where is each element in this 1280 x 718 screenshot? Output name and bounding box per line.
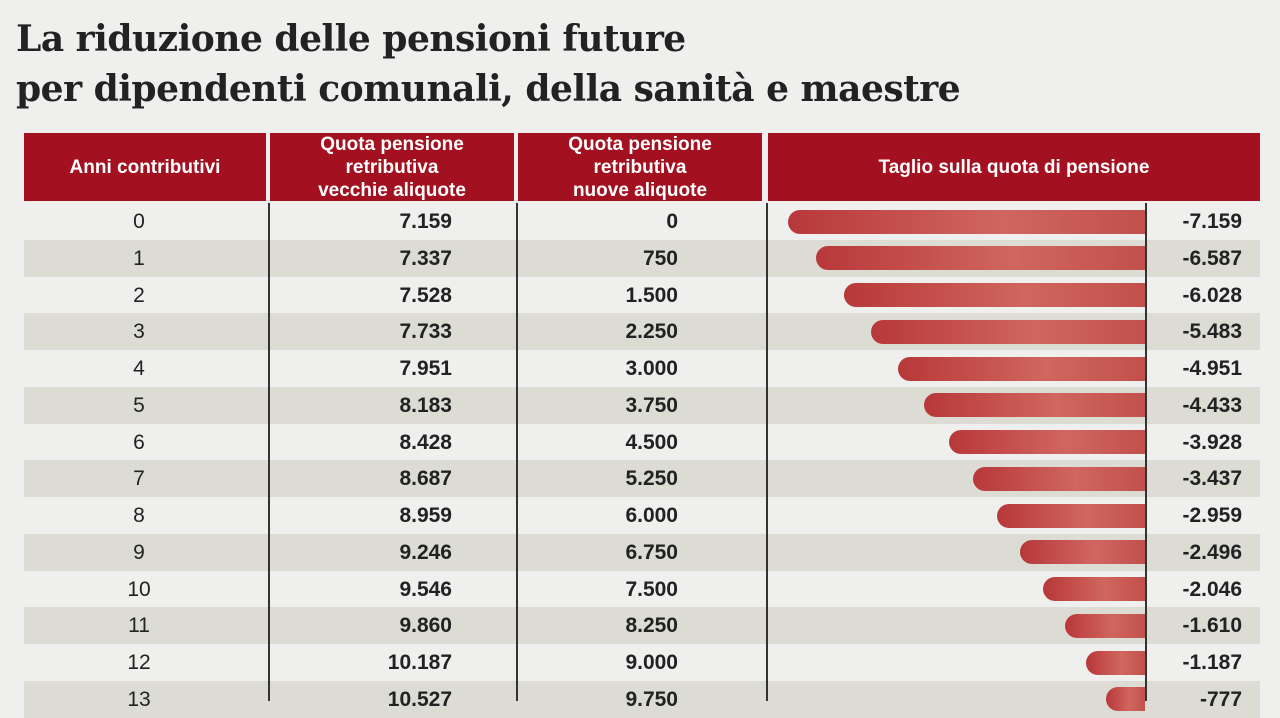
old-quota: 7.951 <box>399 357 452 380</box>
title-line: per dipendenti comunali, della sanità e … <box>16 68 961 110</box>
old-quota: 9.246 <box>399 540 452 564</box>
years: 8 <box>133 504 145 527</box>
years: 13 <box>127 687 151 711</box>
new-quota: 3.750 <box>625 393 678 417</box>
column-divider <box>268 203 270 701</box>
old-quota: 10.527 <box>387 687 452 711</box>
header-line: Quota pensione <box>568 133 712 155</box>
cut-value: -6.028 <box>1182 283 1242 307</box>
title-line: La riduzione delle pensioni future <box>16 18 686 60</box>
years: 9 <box>133 540 145 564</box>
new-quota: 4.500 <box>625 430 678 454</box>
zero-line <box>1145 203 1147 701</box>
cut-bar <box>1085 650 1145 675</box>
header-cell: Quota pensione retributiva vecchie aliquot… <box>270 133 514 201</box>
old-quota: 9.860 <box>399 614 452 638</box>
years: 10 <box>127 577 151 601</box>
new-quota: 2.250 <box>625 320 678 344</box>
old-quota: 7.337 <box>399 246 452 270</box>
cut-value: -3.928 <box>1182 430 1242 454</box>
new-quota: 9.000 <box>625 651 678 674</box>
cut-value: -1.187 <box>1182 651 1242 674</box>
header-line: nuove aliquote <box>572 179 708 201</box>
years: 6 <box>133 430 145 454</box>
cut-value: -3.437 <box>1182 467 1242 491</box>
header-line: retributiva <box>593 156 687 178</box>
years: 5 <box>133 393 145 417</box>
years: 7 <box>133 467 145 491</box>
cut-bar <box>897 356 1145 381</box>
header-cell: Taglio sulla quota di pensione <box>768 133 1260 201</box>
cut-bar <box>843 283 1145 307</box>
cut-bar <box>871 319 1145 344</box>
cut-value: -5.483 <box>1182 320 1242 344</box>
header-line: vecchie aliquote <box>318 179 466 201</box>
column-divider <box>516 203 518 701</box>
new-quota: 3.000 <box>625 357 678 380</box>
header-cell: Quota pensione retributiva nuove aliquote <box>518 133 762 201</box>
cut-value: -4.951 <box>1182 357 1242 380</box>
new-quota: 5.250 <box>625 467 678 491</box>
old-quota: 8.687 <box>399 467 452 491</box>
years: 12 <box>127 651 151 674</box>
years: 11 <box>128 614 150 638</box>
cut-value: -2.496 <box>1182 540 1242 564</box>
old-quota: 7.159 <box>399 210 452 233</box>
cut-value: -2.046 <box>1182 577 1242 601</box>
header-line: Quota pensione <box>320 133 464 155</box>
header-line: Anni contributivi <box>69 156 221 178</box>
page: {"title": ["La riduzione delle pensioni … <box>16 14 1260 718</box>
row-bg <box>24 607 1260 645</box>
old-quota: 8.183 <box>399 393 452 417</box>
cut-bar <box>997 503 1145 528</box>
cut-value: -7.159 <box>1182 210 1242 233</box>
old-quota: 9.546 <box>399 577 452 601</box>
years: 3 <box>133 320 145 344</box>
title: La riduzione delle pensioni future per di… <box>16 14 961 114</box>
old-quota: 8.959 <box>399 504 452 527</box>
old-quota: 10.187 <box>387 651 452 674</box>
new-quota: 8.250 <box>625 614 678 638</box>
new-quota: 6.000 <box>625 504 678 527</box>
cut-bar <box>923 393 1145 418</box>
cut-bar <box>1042 577 1145 601</box>
cut-value: -1.610 <box>1182 614 1242 638</box>
row-bg <box>24 644 1260 681</box>
cut-value: -4.433 <box>1182 393 1242 417</box>
cut-bar <box>787 209 1145 234</box>
cut-value: -6.587 <box>1182 246 1242 270</box>
cut-bar <box>1106 687 1145 712</box>
new-quota: 6.750 <box>625 540 678 564</box>
old-quota: 7.733 <box>399 320 452 344</box>
years: 1 <box>133 246 145 270</box>
new-quota: 7.500 <box>625 577 678 601</box>
new-quota: 0 <box>666 210 678 233</box>
header-line: retributiva <box>345 156 439 178</box>
cut-value: -777 <box>1199 687 1242 711</box>
cut-bar <box>816 246 1145 271</box>
years: 2 <box>133 283 145 307</box>
new-quota: 9.750 <box>625 687 678 711</box>
cut-bar <box>973 466 1145 491</box>
column-divider <box>766 203 768 701</box>
cut-bar <box>948 430 1145 454</box>
header-cell: Anni contributivi <box>24 133 266 201</box>
new-quota: 750 <box>642 246 678 270</box>
years: 4 <box>133 357 145 380</box>
old-quota: 7.528 <box>399 283 452 307</box>
old-quota: 8.428 <box>399 430 452 454</box>
cut-value: -2.959 <box>1182 504 1242 527</box>
header-line: Taglio sulla quota di pensione <box>878 156 1150 178</box>
new-quota: 1.500 <box>625 283 678 307</box>
cut-bar <box>1064 613 1145 638</box>
cut-bar <box>1020 540 1145 565</box>
years: 0 <box>133 210 145 233</box>
